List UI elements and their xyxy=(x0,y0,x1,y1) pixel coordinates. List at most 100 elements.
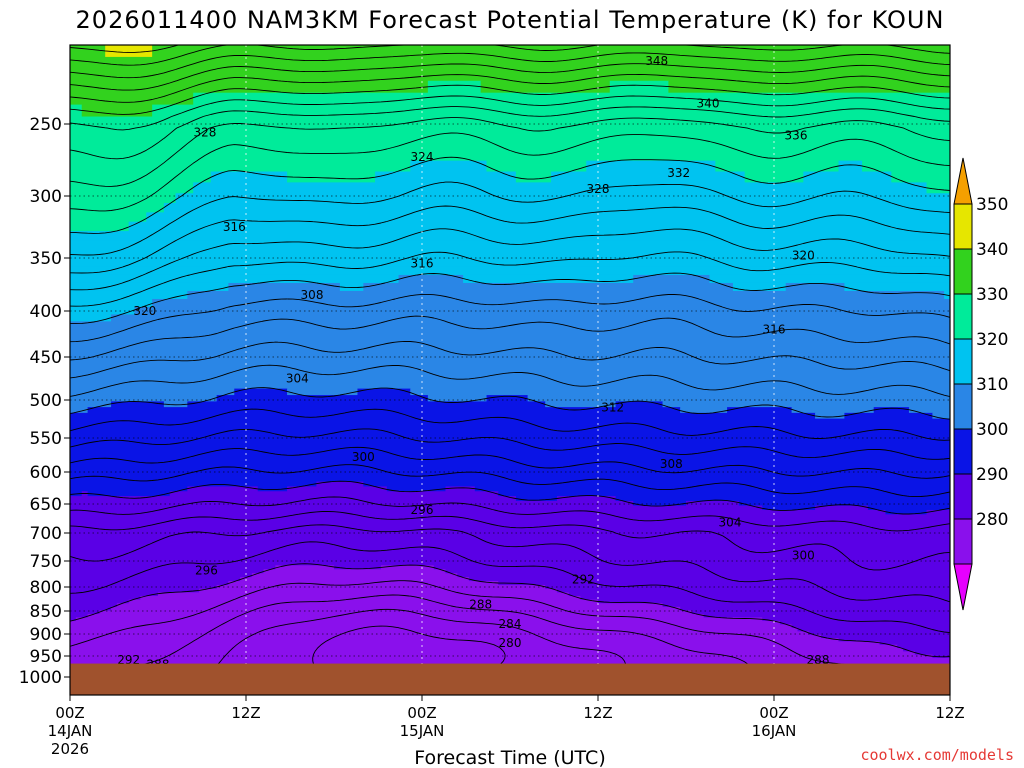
contour-label: 288 xyxy=(469,597,492,611)
contour-band-cell xyxy=(99,610,693,615)
contour-band-cell xyxy=(111,314,950,322)
isotherm-line xyxy=(70,106,950,160)
contour-band-cell xyxy=(70,388,235,396)
isotherm-line xyxy=(70,364,950,398)
contour-band-cell xyxy=(257,486,288,492)
contour-band-cell xyxy=(70,624,793,629)
contour-band-cell xyxy=(70,584,218,590)
contour-band-cell xyxy=(193,182,928,194)
contour-band-cell xyxy=(70,182,194,194)
contour-band-cell xyxy=(932,412,950,420)
contour-label: 340 xyxy=(697,96,720,110)
contour-band-cell xyxy=(527,395,950,402)
contour-band-cell xyxy=(468,577,950,582)
contour-band-cell xyxy=(111,606,681,612)
isotherm-line xyxy=(70,340,950,379)
contour-band-cell xyxy=(70,599,130,604)
isotherm-line xyxy=(70,132,950,212)
isotherm-line xyxy=(70,446,950,479)
contour-band-cell xyxy=(70,356,950,364)
contour-band-cell xyxy=(545,401,617,408)
contour-band-cell xyxy=(70,456,950,463)
contour-band-cell xyxy=(70,527,950,533)
colorbar: 350 340 330 320 310 300 290 280 xyxy=(953,157,1008,611)
contour-band-cell xyxy=(551,171,746,183)
contour-band-cell xyxy=(70,588,200,593)
contour-band-cell xyxy=(70,221,130,232)
contour-band-cell xyxy=(662,401,950,408)
contour-band-cell xyxy=(891,171,950,183)
contour-band-cell xyxy=(175,193,950,204)
isotherm-line xyxy=(70,511,950,571)
contour-band-cell xyxy=(926,182,950,194)
y-tick-label: 850 xyxy=(30,602,62,622)
contour-band-cell xyxy=(70,298,153,308)
contour-label: 320 xyxy=(792,249,815,263)
contour-band-cell xyxy=(70,661,950,665)
contour-band-cell xyxy=(680,606,950,612)
contour-band-cell xyxy=(457,573,950,578)
contour-band-cell xyxy=(70,518,950,524)
isotherm-line xyxy=(70,52,950,79)
contour-band-cell xyxy=(263,569,447,574)
isotherm-line xyxy=(70,541,950,634)
x-tick-label: 00Z xyxy=(759,704,788,722)
contour-band-cell xyxy=(70,634,822,639)
contour-band-cell xyxy=(820,634,950,639)
contour-band-cell xyxy=(357,388,411,396)
contour-label: 284 xyxy=(499,617,522,631)
contour-band-cell xyxy=(70,362,950,370)
isotherm-line xyxy=(136,594,750,665)
colorbar-segment xyxy=(953,293,973,340)
contour-label: 348 xyxy=(645,54,668,68)
contour-band-cell xyxy=(715,160,840,173)
contour-band-cell xyxy=(70,486,188,492)
contour-band-cell xyxy=(216,395,429,402)
contour-label: 280 xyxy=(499,636,522,650)
contour-band-cell xyxy=(586,160,716,173)
contour-band-cell xyxy=(275,565,335,570)
contour-band-cell xyxy=(251,573,458,578)
contour-band-cell xyxy=(111,401,165,408)
contour-band-cell xyxy=(87,407,681,414)
contour-band-cell xyxy=(70,314,112,322)
contour-band-cell xyxy=(427,395,488,402)
contour-band-cell xyxy=(70,212,147,223)
x-axis-label: Forecast Time (UTC) xyxy=(414,747,605,768)
contour-band-cell xyxy=(70,231,950,242)
contour-band-cell xyxy=(70,595,141,601)
isotherm-line xyxy=(70,480,950,515)
x-tick-date: 14JAN xyxy=(48,722,93,740)
contour-band-cell xyxy=(486,160,587,173)
contour-band-cell xyxy=(228,581,499,586)
isotherm-line xyxy=(70,464,950,498)
colorbar-label: 310 xyxy=(976,375,1008,395)
contour-band-cell xyxy=(70,138,950,151)
contour-band-cell xyxy=(486,395,529,402)
contour-band-cell xyxy=(70,500,634,507)
contour-band-cell xyxy=(70,446,950,453)
contour-label: 336 xyxy=(785,129,808,143)
contour-band-cell xyxy=(70,149,950,162)
colorbar-label: 330 xyxy=(976,285,1008,305)
contour-band-cell xyxy=(791,624,950,629)
isotherm-line xyxy=(70,563,950,658)
y-tick-label: 900 xyxy=(30,625,62,645)
contour-band-cell xyxy=(70,412,816,420)
contour-band-cell xyxy=(70,401,112,408)
isotherm-line xyxy=(70,272,950,325)
contour-band-cell xyxy=(70,496,517,502)
contour-band-cell xyxy=(70,80,429,94)
contour-band-cell xyxy=(70,249,950,260)
contour-band-cell xyxy=(515,171,552,183)
contour-band-cell xyxy=(70,258,950,268)
credit-link[interactable]: coolwx.com/models xyxy=(860,746,1014,764)
x-tick-date: 15JAN xyxy=(400,722,445,740)
contour-band-cell xyxy=(334,565,382,570)
contour-band-cell xyxy=(668,80,950,94)
contour-band-cell xyxy=(81,104,153,118)
contour-band-cell xyxy=(187,486,259,492)
isotherm-line xyxy=(70,45,950,66)
contour-band-cell xyxy=(662,603,950,608)
